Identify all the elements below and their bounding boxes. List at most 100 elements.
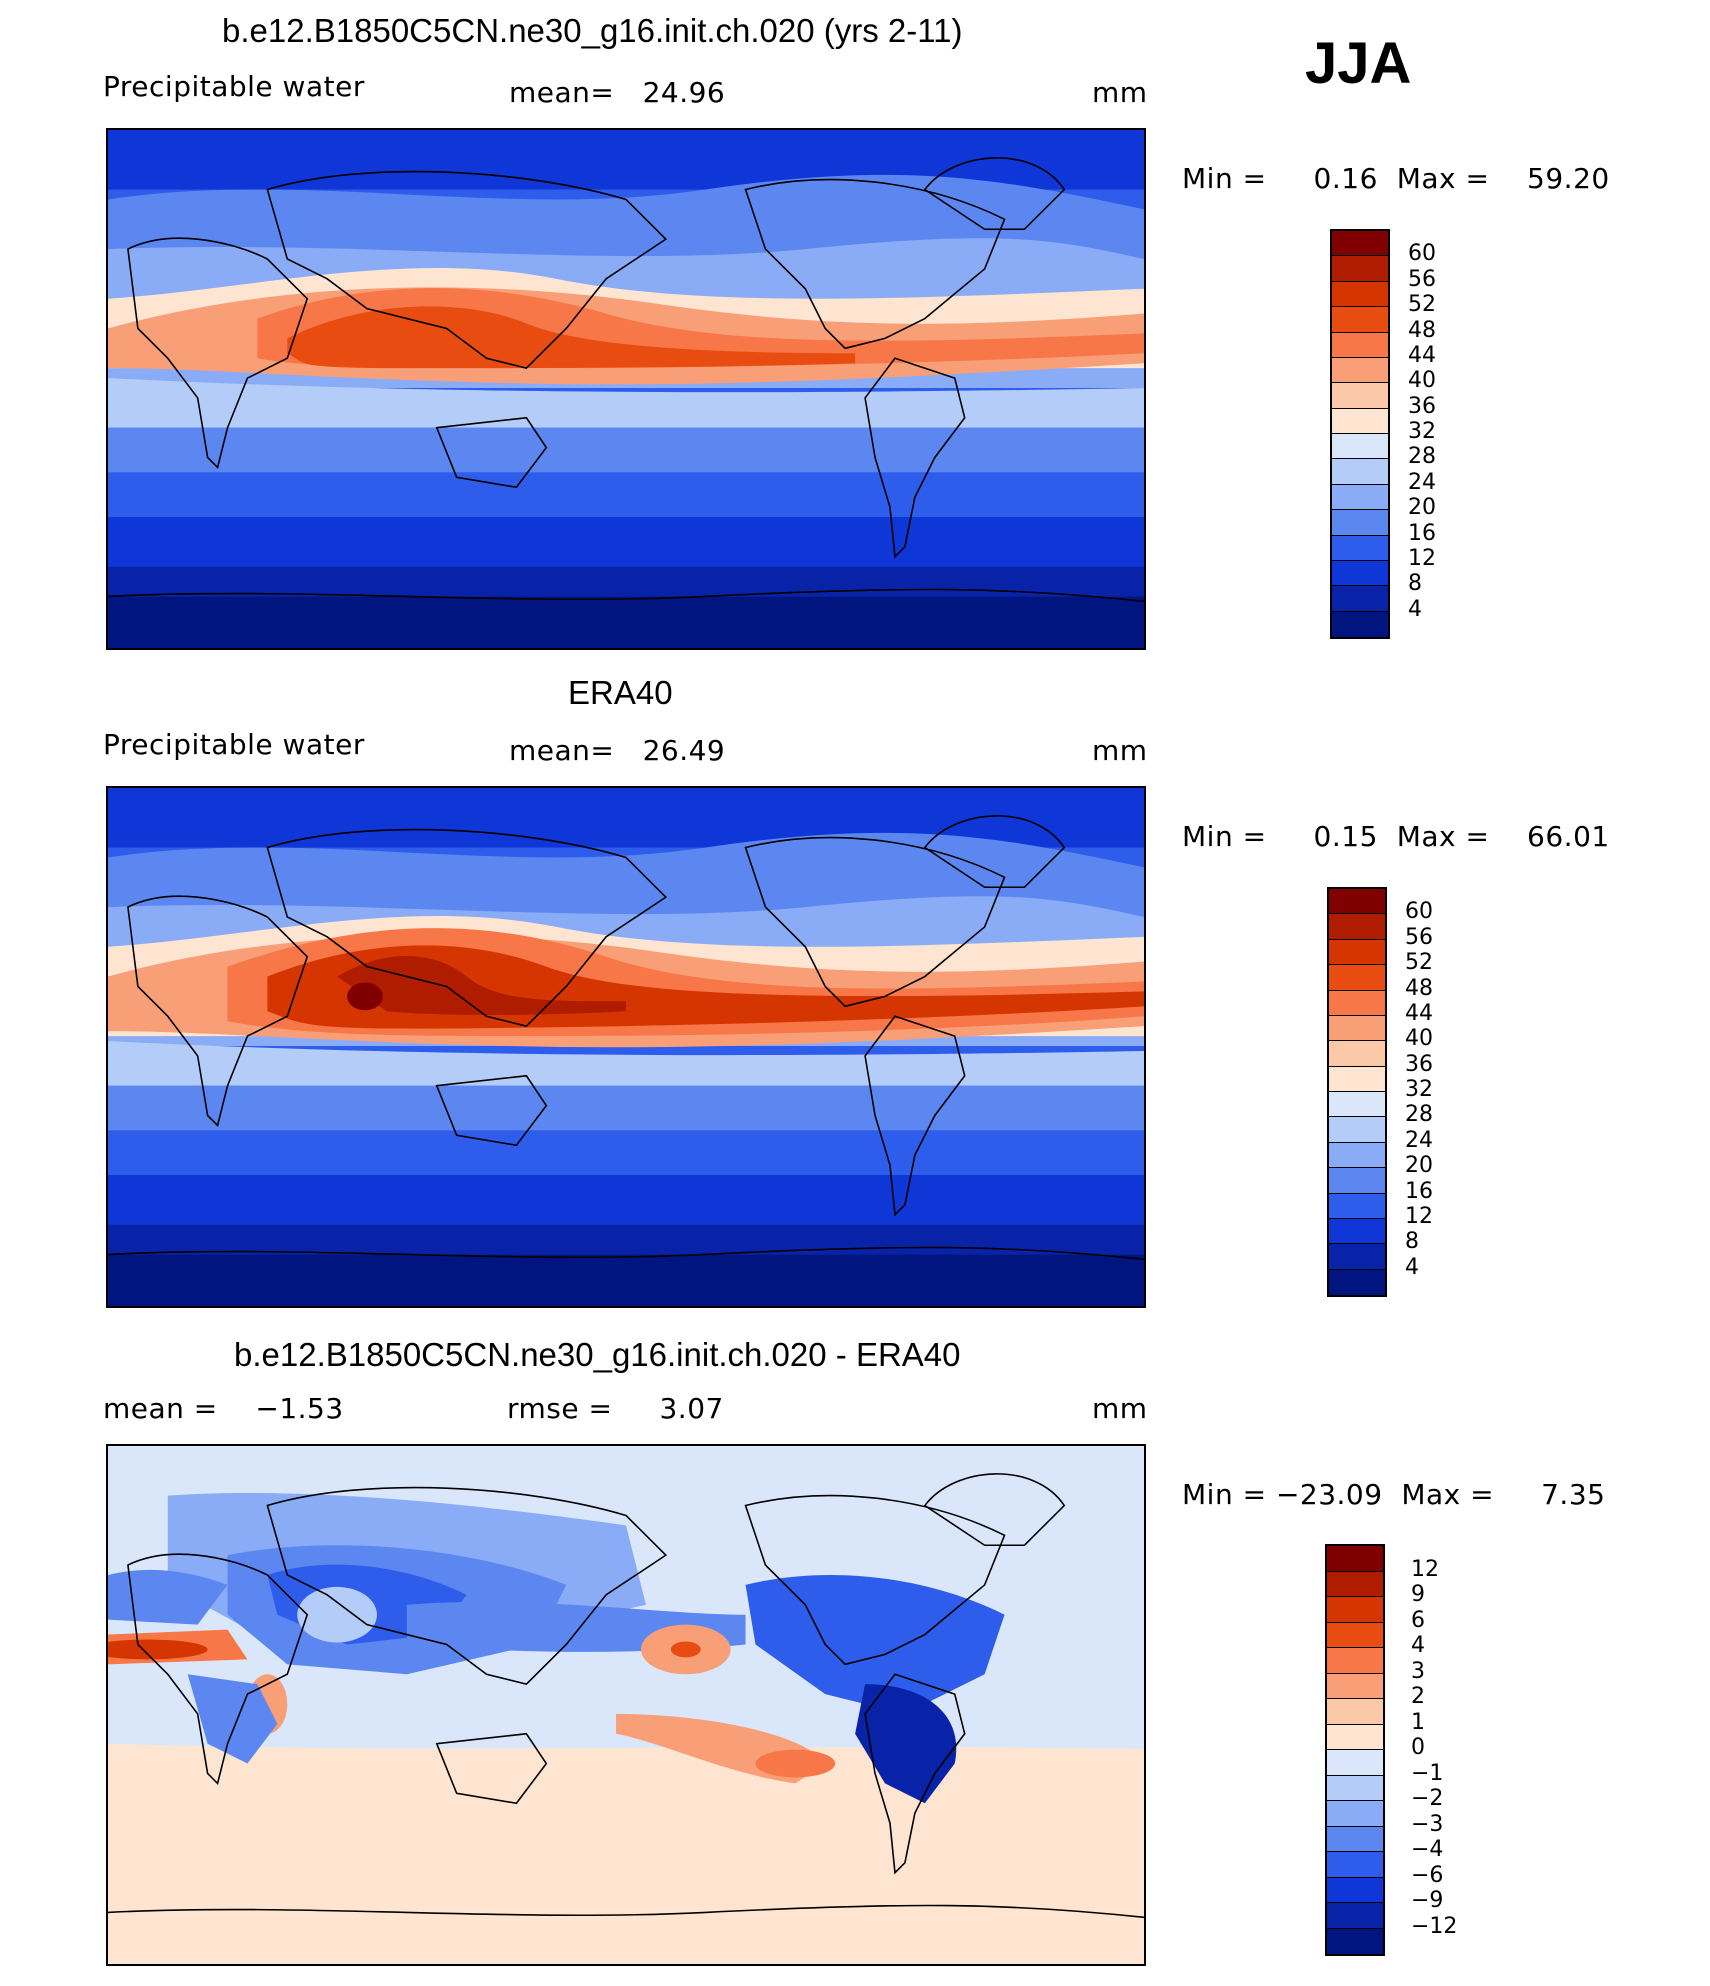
- colorbar-tick-label: 20: [1408, 495, 1436, 521]
- panel2-units: mm: [1092, 734, 1148, 767]
- colorbar-swatch: [1332, 231, 1388, 257]
- panel2-variable: Precipitable water: [103, 728, 365, 761]
- colorbar-swatch: [1329, 1015, 1385, 1042]
- panel3-title: b.e12.B1850C5CN.ne30_g16.init.ch.020 - E…: [234, 1336, 961, 1373]
- colorbar-tick-label: 0: [1411, 1735, 1425, 1760]
- colorbar-swatch: [1332, 611, 1388, 637]
- colorbar-swatch: [1332, 484, 1388, 511]
- panel2-map-graphic: [108, 788, 1144, 1306]
- colorbar-swatch: [1327, 1852, 1383, 1878]
- colorbar-swatch: [1332, 256, 1388, 282]
- colorbar-tick-label: 9: [1411, 1582, 1425, 1607]
- colorbar-swatch: [1332, 434, 1388, 460]
- panel2-minmax: Min = 0.15 Max = 66.01: [1182, 820, 1610, 853]
- colorbar-swatch: [1329, 1066, 1385, 1092]
- colorbar-swatch: [1332, 408, 1388, 434]
- colorbar-tick-label: 12: [1408, 545, 1436, 571]
- colorbar-tick-label: 8: [1408, 571, 1422, 597]
- colorbar-swatch: [1329, 914, 1385, 940]
- colorbar-swatch: [1327, 1724, 1383, 1750]
- colorbar-tick-label: −4: [1411, 1837, 1444, 1862]
- colorbar-tick-label: 48: [1408, 317, 1436, 343]
- colorbar-swatch: [1329, 1117, 1385, 1143]
- panel3-map-graphic: [108, 1446, 1144, 1964]
- colorbar-swatch: [1329, 1041, 1385, 1067]
- colorbar-tick-label: 4: [1411, 1633, 1425, 1658]
- panel3-units: mm: [1092, 1392, 1148, 1425]
- colorbar-tick-label: 2: [1411, 1684, 1425, 1709]
- colorbar-swatch: [1327, 1750, 1383, 1776]
- colorbar-tick-label: 28: [1405, 1102, 1433, 1128]
- colorbar-swatch: [1332, 535, 1388, 561]
- panel3-mean: mean = −1.53: [103, 1392, 344, 1425]
- panel1-map: [106, 128, 1146, 650]
- panel1-mean: mean= 24.96: [509, 76, 726, 109]
- colorbar-tick-label: 36: [1405, 1051, 1433, 1077]
- colorbar-tick-label: 52: [1408, 292, 1436, 318]
- colorbar-swatch: [1329, 1193, 1385, 1219]
- colorbar-swatch: [1327, 1903, 1383, 1929]
- panel1-minmax: Min = 0.16 Max = 59.20: [1182, 162, 1610, 195]
- colorbar-tick-label: 56: [1405, 924, 1433, 950]
- colorbar-tick-label: 4: [1405, 1254, 1419, 1280]
- colorbar-tick-label: 48: [1405, 975, 1433, 1001]
- colorbar-tick-label: 8: [1405, 1229, 1419, 1255]
- colorbar-tick-label: 40: [1408, 368, 1436, 394]
- colorbar-tick-label: 12: [1405, 1203, 1433, 1229]
- panel1-units: mm: [1092, 76, 1148, 109]
- colorbar-swatch: [1329, 1269, 1385, 1295]
- colorbar-tick-label: 60: [1408, 241, 1436, 267]
- colorbar-tick-label: 60: [1405, 899, 1433, 925]
- colorbar-swatch: [1332, 307, 1388, 333]
- colorbar-tick-label: −6: [1411, 1862, 1444, 1888]
- panel3-minmax: Min = −23.09 Max = 7.35: [1182, 1478, 1606, 1511]
- panel1-title: b.e12.B1850C5CN.ne30_g16.init.ch.020 (yr…: [222, 12, 963, 49]
- colorbar-swatch: [1332, 383, 1388, 409]
- colorbar-swatch: [1332, 459, 1388, 485]
- colorbar-swatch: [1327, 1928, 1383, 1954]
- panel1-map-graphic: [108, 130, 1144, 648]
- colorbar-tick-label: 12: [1411, 1556, 1439, 1582]
- colorbar-tick-label: 20: [1405, 1153, 1433, 1179]
- panel2-mean: mean= 26.49: [509, 734, 726, 767]
- colorbar-tick-label: 40: [1405, 1026, 1433, 1052]
- colorbar-tick-label: 6: [1411, 1607, 1425, 1633]
- panel3-map: [106, 1444, 1146, 1966]
- colorbar-swatch: [1332, 560, 1388, 587]
- colorbar-swatch: [1327, 1546, 1383, 1572]
- colorbar-tick-label: 52: [1405, 950, 1433, 976]
- colorbar-tick-label: 1: [1411, 1709, 1425, 1735]
- colorbar-swatch: [1329, 1142, 1385, 1169]
- colorbar-tick-label: 36: [1408, 393, 1436, 419]
- panel2-map: [106, 786, 1146, 1308]
- colorbar-tick-label: 24: [1405, 1127, 1433, 1153]
- panel1-colorbar: [1330, 229, 1390, 639]
- colorbar-swatch: [1329, 990, 1385, 1016]
- colorbar-swatch: [1332, 510, 1388, 536]
- season-label: JJA: [1305, 31, 1412, 96]
- panel3-rmse: rmse = 3.07: [507, 1392, 724, 1425]
- colorbar-swatch: [1332, 281, 1388, 308]
- colorbar-swatch: [1329, 1168, 1385, 1194]
- colorbar-swatch: [1329, 1092, 1385, 1118]
- colorbar-tick-label: 44: [1408, 342, 1436, 368]
- colorbar-swatch: [1327, 1826, 1383, 1852]
- colorbar-swatch: [1327, 1673, 1383, 1699]
- colorbar-tick-label: 24: [1408, 469, 1436, 495]
- colorbar-swatch: [1332, 357, 1388, 384]
- colorbar-swatch: [1332, 332, 1388, 358]
- colorbar-swatch: [1329, 1244, 1385, 1270]
- colorbar-tick-label: 28: [1408, 444, 1436, 470]
- colorbar-swatch: [1327, 1699, 1383, 1725]
- colorbar-tick-label: 56: [1408, 266, 1436, 292]
- colorbar-swatch: [1329, 889, 1385, 915]
- colorbar-swatch: [1327, 1597, 1383, 1623]
- colorbar-swatch: [1327, 1648, 1383, 1674]
- colorbar-swatch: [1327, 1801, 1383, 1827]
- panel1-variable: Precipitable water: [103, 70, 365, 103]
- colorbar-swatch: [1332, 586, 1388, 612]
- colorbar-tick-label: 44: [1405, 1000, 1433, 1026]
- colorbar-swatch: [1327, 1571, 1383, 1597]
- colorbar-swatch: [1329, 965, 1385, 991]
- colorbar-tick-label: −9: [1411, 1888, 1444, 1913]
